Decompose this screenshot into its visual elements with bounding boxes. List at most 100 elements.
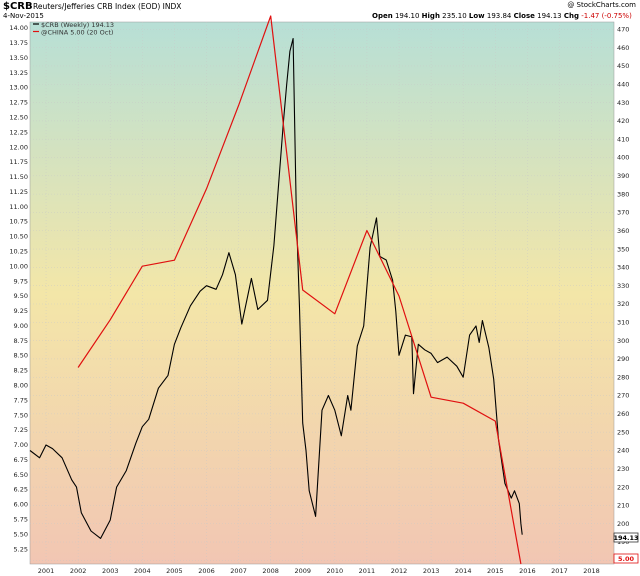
right-tick-label: 400 xyxy=(617,154,629,162)
left-tick-label: 7.75 xyxy=(14,396,28,404)
right-tick-label: 200 xyxy=(617,520,629,528)
left-tick-label: 12.50 xyxy=(9,113,28,121)
high-value: 235.10 xyxy=(442,12,467,20)
grid xyxy=(30,22,614,564)
x-tick-label: 2015 xyxy=(487,567,504,575)
legend: $CRB (Weekly) 194.13 @CHINA 5.00 (20 Oct… xyxy=(33,21,114,37)
last-value-crb: 194.13 xyxy=(613,534,638,542)
high-label: High xyxy=(421,12,440,20)
x-tick-label: 2014 xyxy=(455,567,472,575)
right-tick-label: 410 xyxy=(617,135,629,143)
close-label: Close xyxy=(513,12,535,20)
right-tick-label: 300 xyxy=(617,337,629,345)
right-tick-label: 260 xyxy=(617,410,629,418)
x-tick-label: 2003 xyxy=(102,567,119,575)
left-tick-label: 6.50 xyxy=(14,471,28,479)
right-tick-label: 420 xyxy=(617,117,629,125)
left-tick-label: 10.25 xyxy=(9,248,28,256)
legend-crb: $CRB (Weekly) 194.13 xyxy=(41,21,114,29)
left-tick-label: 13.25 xyxy=(9,69,28,77)
x-tick-label: 2007 xyxy=(230,567,247,575)
left-tick-label: 11.00 xyxy=(9,203,28,211)
right-tick-label: 370 xyxy=(617,209,629,217)
last-value-badge-crb xyxy=(613,532,639,543)
chart-credit: @ StockCharts.com xyxy=(567,1,636,9)
legend-china: @CHINA 5.00 (20 Oct) xyxy=(41,29,113,37)
left-tick-label: 6.25 xyxy=(14,486,28,494)
right-tick-label: 290 xyxy=(617,355,629,363)
left-tick-label: 5.25 xyxy=(14,545,28,553)
low-value: 193.84 xyxy=(486,12,512,20)
left-tick-label: 9.75 xyxy=(14,277,28,285)
x-tick-label: 2001 xyxy=(38,567,55,575)
right-tick-label: 240 xyxy=(617,447,629,455)
left-tick-label: 5.75 xyxy=(14,516,28,524)
ohlc-readout: Open 194.10 High 235.10 Low 193.84 Close… xyxy=(372,12,632,20)
left-tick-label: 11.75 xyxy=(9,158,28,166)
x-tick-label: 2006 xyxy=(198,567,215,575)
x-tick-label: 2002 xyxy=(70,567,87,575)
left-tick-label: 7.00 xyxy=(14,441,28,449)
left-tick-label: 8.50 xyxy=(14,352,28,360)
close-value: 194.13 xyxy=(537,12,562,20)
x-tick-label: 2018 xyxy=(583,567,600,575)
right-tick-label: 250 xyxy=(617,428,629,436)
left-tick-label: 9.50 xyxy=(14,292,28,300)
chart-name: Reuters/Jefferies CRB Index (EOD) INDX xyxy=(33,2,182,11)
chg-label: Chg xyxy=(563,12,579,20)
left-tick-label: 9.25 xyxy=(14,307,28,315)
left-tick-label: 6.00 xyxy=(14,501,28,509)
chart-date: 4-Nov-2015 xyxy=(3,12,44,20)
series-line-china xyxy=(77,15,522,565)
left-tick-label: 6.75 xyxy=(14,456,28,464)
left-tick-label: 13.50 xyxy=(9,54,28,62)
x-tick-label: 2013 xyxy=(423,567,440,575)
right-tick-label: 380 xyxy=(617,190,629,198)
last-value-badges: 194.13 5.00 xyxy=(613,532,639,564)
right-tick-label: 220 xyxy=(617,483,629,491)
left-tick-label: 7.25 xyxy=(14,426,28,434)
right-tick-label: 460 xyxy=(617,44,629,52)
x-tick-label: 2008 xyxy=(262,567,279,575)
right-tick-label: 430 xyxy=(617,99,629,107)
right-tick-label: 440 xyxy=(617,80,629,88)
plot-background xyxy=(29,21,615,565)
left-tick-label: 9.00 xyxy=(14,322,28,330)
open-label: Open xyxy=(372,12,393,20)
left-tick-label: 5.50 xyxy=(14,530,28,538)
right-tick-label: 390 xyxy=(617,172,629,180)
left-tick-label: 12.75 xyxy=(9,99,28,107)
right-tick-label: 470 xyxy=(617,26,629,34)
right-tick-label: 210 xyxy=(617,502,629,510)
right-axis: 1801902002102202302402502602702802903003… xyxy=(617,26,629,565)
left-tick-label: 8.00 xyxy=(14,382,28,390)
left-tick-label: 10.75 xyxy=(9,218,28,226)
left-tick-label: 12.25 xyxy=(9,128,28,136)
x-tick-label: 2005 xyxy=(166,567,183,575)
left-tick-label: 10.00 xyxy=(9,262,28,270)
right-tick-label: 230 xyxy=(617,465,629,473)
left-tick-label: 8.75 xyxy=(14,337,28,345)
right-tick-label: 450 xyxy=(617,62,629,70)
left-axis: 5.25 5.50 5.75 6.00 6.25 6.50 6.75 7.00 7.25 7.50… xyxy=(9,24,28,553)
low-label: Low xyxy=(468,12,485,20)
left-tick-label: 12.00 xyxy=(9,143,28,151)
right-tick-label: 280 xyxy=(617,373,629,381)
series-group xyxy=(29,15,523,565)
x-axis: 2001 2002 2003 2004 2005 2006 2007 2008 2009 2010… xyxy=(38,567,600,575)
x-tick-label: 2016 xyxy=(519,567,536,575)
x-tick-label: 2012 xyxy=(391,567,408,575)
left-tick-label: 8.25 xyxy=(14,367,28,375)
x-tick-label: 2011 xyxy=(359,567,376,575)
right-tick-label: 320 xyxy=(617,300,629,308)
x-tick-label: 2017 xyxy=(551,567,568,575)
last-value-china: 5.00 xyxy=(618,555,635,563)
left-tick-label: 14.00 xyxy=(9,24,28,32)
left-tick-label: 7.50 xyxy=(14,411,28,419)
right-tick-label: 360 xyxy=(617,227,629,235)
chart-symbol: $CRB xyxy=(3,1,33,12)
left-tick-label: 13.75 xyxy=(9,39,28,47)
x-tick-label: 2010 xyxy=(327,567,344,575)
